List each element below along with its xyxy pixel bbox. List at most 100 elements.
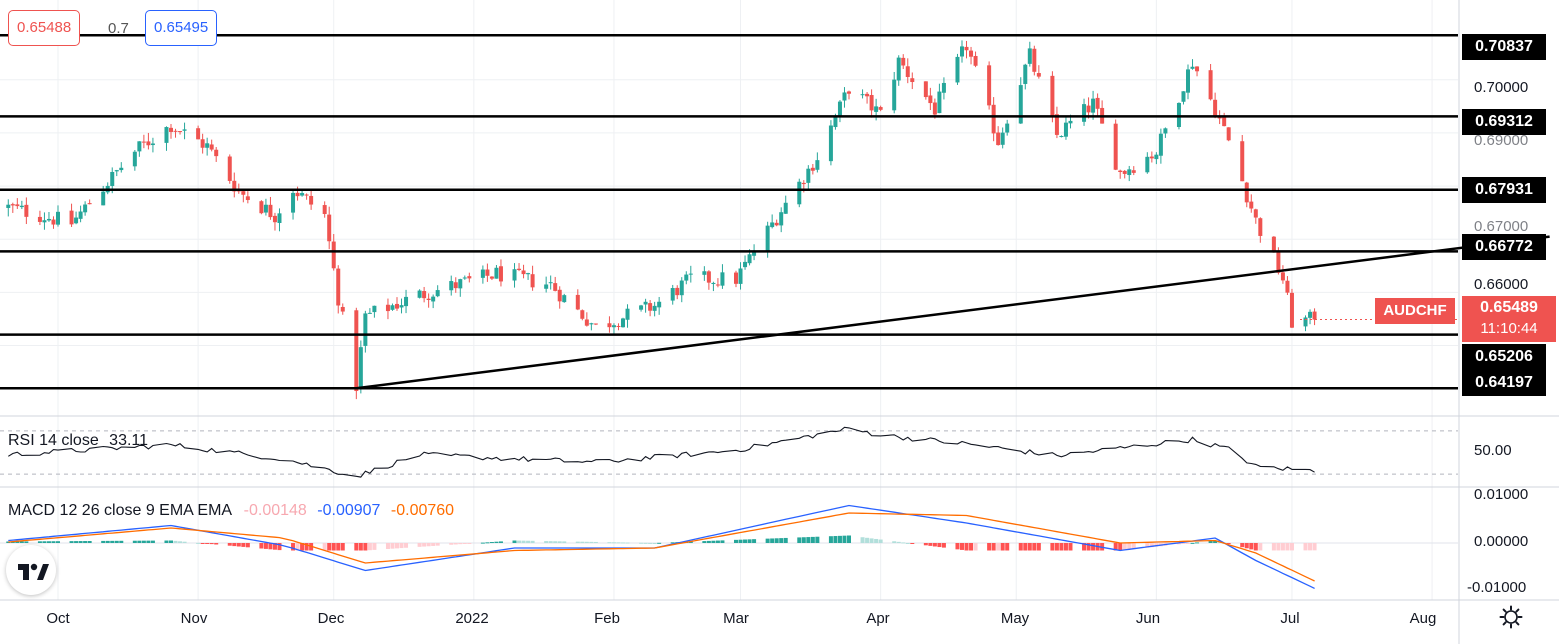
macd-hist-bar	[1244, 543, 1249, 549]
candle-body	[973, 55, 978, 66]
macd-hist-bar	[1005, 543, 1010, 551]
macd-hist-bar	[241, 543, 246, 547]
macd-hist-bar	[621, 542, 625, 544]
macd-hist-bar	[1280, 543, 1285, 551]
macd-hist-bar	[557, 541, 562, 543]
macd-hist-value: -0.00148	[243, 502, 307, 519]
candle-body	[480, 269, 485, 278]
candle-body	[1145, 156, 1150, 173]
macd-title: MACD 12 26 close 9 EMA EMA	[8, 502, 232, 519]
macd-legend[interactable]: MACD 12 26 close 9 EMA EMA -0.00148 -0.0…	[8, 502, 454, 520]
candle-body	[878, 107, 883, 110]
macd-hist-bar	[842, 535, 847, 543]
macd-hist-bar	[670, 542, 675, 544]
macd-hist-bar	[6, 541, 11, 543]
macd-hist-bar	[1195, 542, 1200, 544]
candle-body	[56, 211, 60, 225]
candle-body	[860, 94, 865, 96]
macd-hist-bar	[1312, 543, 1317, 551]
macd-hist-bar	[932, 543, 937, 547]
macd-hist-bar	[1059, 543, 1064, 551]
macd-hist-bar	[1226, 543, 1231, 544]
candle-body	[810, 167, 815, 171]
macd-axis-label: 0.00000	[1474, 533, 1529, 550]
spread-value: 0.7	[108, 20, 129, 37]
candle-body	[200, 139, 205, 148]
macd-hist-bar	[480, 542, 485, 544]
candle-body	[327, 214, 332, 242]
macd-hist-bar	[743, 539, 748, 543]
candle-body	[1023, 64, 1028, 84]
candle-body	[1190, 66, 1195, 69]
macd-hist-bar	[494, 541, 499, 543]
candle-body	[779, 212, 784, 226]
candle-body	[1154, 154, 1159, 160]
macd-hist-bar	[996, 543, 1001, 551]
candle-body	[42, 220, 47, 223]
candle-body	[589, 323, 594, 325]
candle-body	[1068, 120, 1073, 124]
macd-hist-bar	[277, 543, 282, 551]
candle-body	[232, 180, 237, 192]
candle-body	[404, 296, 409, 307]
macd-axis-label: -0.01000	[1467, 579, 1527, 596]
candle-body	[1208, 70, 1213, 100]
macd-hist-bar	[715, 540, 720, 543]
candle-body	[1226, 127, 1231, 141]
time-axis-label: Nov	[180, 610, 208, 627]
macd-hist-bar	[657, 542, 662, 544]
gear-icon[interactable]	[1498, 604, 1524, 630]
candle-body	[575, 294, 580, 310]
macd-hist-bar	[87, 541, 92, 543]
candle-body	[259, 201, 264, 214]
rsi-legend[interactable]: RSI 14 close 33.11	[8, 432, 148, 450]
macd-hist-bar	[517, 540, 522, 543]
candle-body	[734, 272, 738, 284]
macd-line-value: -0.00907	[317, 502, 381, 519]
candle-body	[309, 195, 314, 205]
macd-hist-bar	[1190, 542, 1195, 544]
level-label: 0.66772	[1462, 234, 1546, 260]
macd-hist-bar	[46, 541, 51, 543]
candle-body	[837, 101, 842, 118]
macd-hist-bar	[969, 543, 974, 551]
candle-body	[178, 131, 183, 133]
macd-hist-bar	[589, 541, 594, 543]
candle-body	[702, 271, 707, 275]
candle-body	[1113, 123, 1118, 170]
candle-body	[462, 277, 467, 279]
candle-body	[358, 347, 363, 390]
macd-hist-bar	[711, 540, 716, 543]
candle-body	[738, 268, 743, 284]
candle-body	[1018, 85, 1023, 124]
candle-body	[593, 323, 598, 325]
level-label: 0.67931	[1462, 177, 1546, 203]
macd-hist-bar	[1289, 543, 1294, 551]
candle-body	[241, 191, 246, 195]
candle-body	[964, 46, 969, 51]
macd-hist-bar	[941, 543, 946, 548]
macd-hist-bar	[489, 542, 494, 544]
candle-body	[865, 93, 870, 97]
candle-body	[1059, 136, 1064, 138]
macd-hist-bar	[1018, 543, 1023, 551]
macd-hist-bar	[358, 543, 363, 551]
macd-hist-bar	[1258, 543, 1263, 551]
candle-body	[679, 280, 684, 296]
macd-hist-bar	[960, 543, 964, 550]
symbol-tag: AUDCHF	[1375, 298, 1455, 324]
macd-hist-bar	[874, 538, 879, 543]
macd-hist-bar	[331, 543, 336, 551]
ask-price-box[interactable]: 0.65488	[8, 10, 81, 46]
tradingview-logo-icon[interactable]	[6, 545, 56, 595]
candle-body	[910, 78, 915, 83]
candle-body	[291, 192, 296, 213]
candle-body	[395, 303, 399, 309]
candle-body	[164, 127, 169, 143]
macd-hist-bar	[300, 543, 305, 551]
macd-hist-bar	[765, 538, 770, 543]
macd-hist-bar	[973, 543, 978, 551]
bid-price-box[interactable]: 0.65495	[145, 10, 218, 46]
level-label: 0.70837	[1462, 34, 1546, 60]
